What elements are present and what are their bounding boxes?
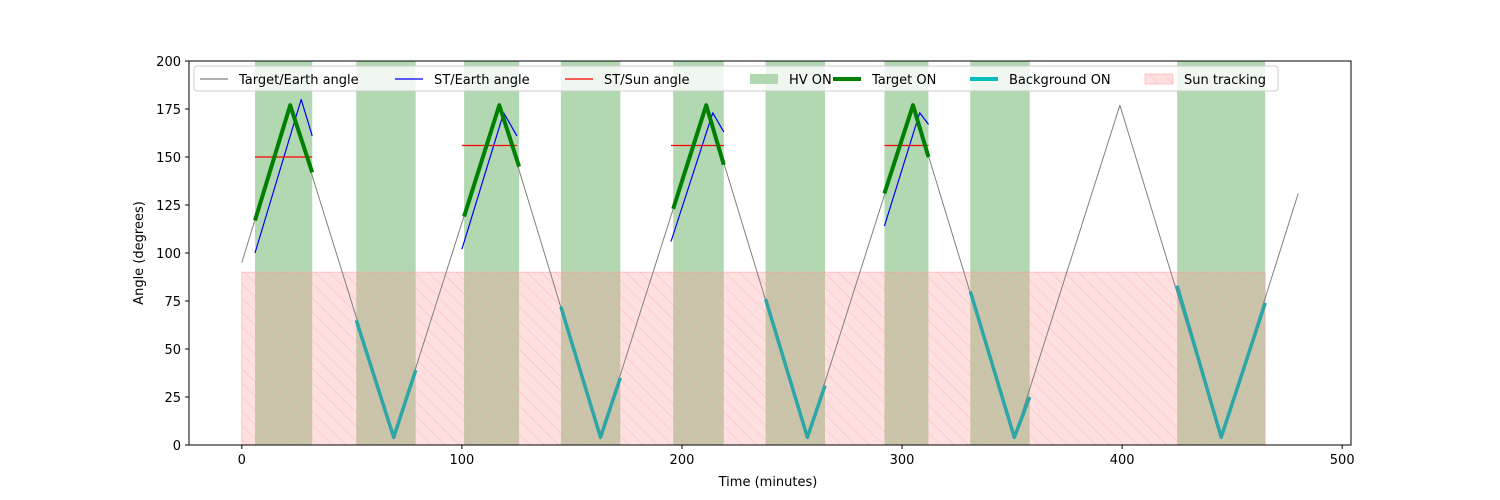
legend-key-hatch: [1144, 73, 1174, 85]
legend-item-target-on: Target ON: [833, 73, 936, 88]
x-tick-label: 100: [449, 453, 474, 468]
target-on-line: [462, 103, 522, 218]
sun-tracking-region: [241, 271, 1266, 445]
y-axis: 0 25 50 75 100 125 150 175 200: [156, 55, 189, 454]
series-lines: [241, 98, 1299, 440]
y-axis-title: Angle (degrees): [132, 201, 147, 305]
y-tick-label: 100: [156, 247, 181, 262]
x-tick-label: 300: [890, 453, 915, 468]
target-on-line: [671, 103, 726, 210]
x-tick-label: 0: [238, 453, 246, 468]
legend-label-background-on: Background ON: [1009, 73, 1111, 88]
x-tick-label: 500: [1330, 453, 1355, 468]
background-on-line: [968, 290, 1032, 440]
legend-label-target-earth-angle: Target/Earth angle: [238, 73, 359, 88]
y-tick-label: 175: [156, 103, 181, 118]
target-on-line: [253, 103, 315, 221]
st-earth-angle-line: [670, 112, 725, 242]
y-tick-label: 50: [164, 343, 181, 358]
legend-item-background-on: Background ON: [970, 73, 1111, 88]
legend-label-target-on: Target ON: [871, 73, 936, 88]
legend: Target/Earth angle ST/Earth angle ST/Sun a…: [193, 65, 1279, 92]
legend-item-hv-on: HV ON: [750, 73, 832, 88]
legend-key-hv-on: [750, 74, 778, 84]
y-tick-label: 125: [156, 199, 181, 214]
legend-label-sun-tracking: Sun tracking: [1184, 73, 1266, 88]
legend-item-st-sun-angle: ST/Sun angle: [565, 73, 690, 88]
x-tick-label: 400: [1110, 453, 1135, 468]
legend-item-target-earth-angle: Target/Earth angle: [200, 73, 359, 88]
y-tick-label: 200: [156, 55, 181, 70]
background-on-line: [559, 306, 622, 440]
legend-label-st-earth-angle: ST/Earth angle: [434, 73, 530, 88]
background-on-line: [1175, 285, 1267, 440]
y-tick-label: 25: [164, 391, 181, 406]
legend-label-st-sun-angle: ST/Sun angle: [604, 73, 690, 88]
target-on-line: [882, 103, 931, 195]
x-axis-title: Time (minutes): [718, 475, 818, 490]
legend-item-sun-tracking: Sun tracking: [1144, 73, 1266, 88]
x-tick-label: 200: [670, 453, 695, 468]
legend-box: [193, 65, 1279, 92]
y-tick-label: 150: [156, 151, 181, 166]
y-tick-label: 0: [173, 439, 181, 454]
background-on-line: [763, 298, 827, 440]
st-earth-angle-line: [883, 112, 929, 227]
st-earth-angle-line: [254, 98, 313, 254]
legend-item-st-earth-angle: ST/Earth angle: [395, 73, 530, 88]
background-on-line: [354, 319, 418, 440]
x-axis: 0 100 200 300 400 500: [238, 445, 1355, 468]
legend-label-hv-on: HV ON: [789, 73, 832, 88]
y-tick-label: 75: [164, 295, 181, 310]
sun-tracking-hatch: [241, 271, 1266, 445]
